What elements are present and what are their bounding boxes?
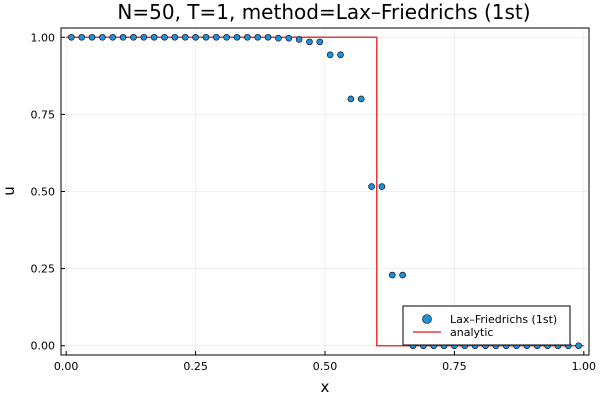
scatter-point bbox=[171, 33, 179, 41]
scatter-point bbox=[212, 33, 220, 41]
scatter-point bbox=[275, 34, 282, 42]
analytic-line bbox=[66, 36, 584, 347]
y-axis-ticks: 0.00 0.25 0.50 0.75 1.00 bbox=[31, 31, 65, 353]
scatter-point bbox=[295, 36, 303, 43]
scatter-point bbox=[119, 33, 127, 41]
scatter-point bbox=[130, 33, 137, 41]
scatter-point bbox=[575, 342, 582, 350]
legend-label-line: analytic bbox=[450, 326, 493, 339]
scatter-point bbox=[316, 38, 324, 46]
x-tick-label: 0.50 bbox=[313, 360, 338, 373]
scatter-point bbox=[368, 183, 375, 190]
scatter-point bbox=[357, 95, 365, 103]
scatter-point bbox=[306, 38, 313, 46]
x-tick-label: 0.00 bbox=[54, 360, 79, 373]
y-axis-label: u bbox=[0, 186, 18, 196]
scatter-point bbox=[109, 33, 117, 41]
x-tick-label: 1.00 bbox=[572, 360, 597, 373]
scatter-point bbox=[337, 51, 344, 59]
scatter-point bbox=[88, 33, 96, 41]
scatter-point bbox=[254, 33, 262, 41]
grid bbox=[61, 28, 589, 355]
scatter-point bbox=[264, 33, 272, 41]
y-tick-label: 0.50 bbox=[31, 186, 56, 199]
scatter-point bbox=[223, 33, 230, 41]
scatter-point bbox=[378, 183, 386, 190]
scatter-point bbox=[399, 271, 406, 279]
scatter-point bbox=[388, 271, 396, 279]
scatter-point bbox=[347, 95, 355, 103]
y-tick-label: 0.75 bbox=[31, 108, 56, 121]
scatter-point bbox=[140, 33, 148, 41]
y-tick-label: 1.00 bbox=[31, 31, 56, 44]
scatter-point bbox=[192, 33, 199, 41]
scatter-point bbox=[202, 33, 210, 41]
scatter-point bbox=[150, 33, 158, 41]
legend-label-scatter: Lax–Friedrichs (1st) bbox=[450, 313, 557, 326]
scatter-point bbox=[161, 33, 168, 41]
scatter-point bbox=[326, 51, 334, 59]
legend: Lax–Friedrichs (1st) analytic bbox=[402, 305, 571, 346]
scatter-point bbox=[68, 33, 75, 41]
scatter-point bbox=[99, 33, 106, 41]
scatter-point bbox=[244, 33, 251, 41]
chart-title: N=50, T=1, method=Lax–Friedrichs (1st) bbox=[117, 0, 530, 24]
x-tick-label: 0.25 bbox=[183, 360, 208, 373]
y-tick-label: 0.25 bbox=[31, 263, 56, 276]
x-axis-ticks: 0.00 0.25 0.50 0.75 1.00 bbox=[54, 351, 596, 373]
scatter-point bbox=[181, 33, 189, 41]
legend-box bbox=[402, 305, 571, 346]
x-axis-label: x bbox=[321, 378, 330, 396]
x-tick-label: 0.75 bbox=[442, 360, 467, 373]
y-tick-label: 0.00 bbox=[31, 340, 56, 353]
scatter-point bbox=[285, 34, 293, 42]
legend-marker-scatter bbox=[422, 314, 432, 324]
scatter-point bbox=[233, 33, 241, 41]
scatter-point bbox=[78, 33, 86, 41]
